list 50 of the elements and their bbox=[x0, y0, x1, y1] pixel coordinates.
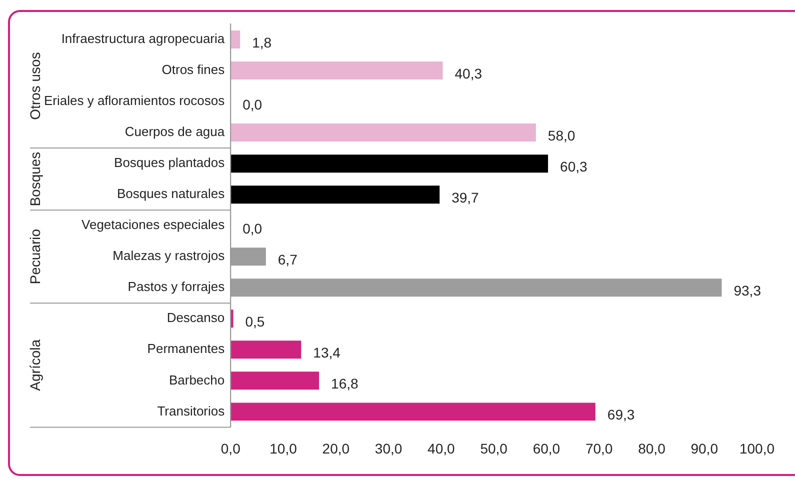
x-tick-label: 80,0 bbox=[638, 440, 666, 456]
text: Agrícola bbox=[26, 339, 43, 391]
x-tick-label: 90,0 bbox=[690, 440, 718, 456]
data-label: 0,5 bbox=[245, 314, 265, 330]
bar bbox=[230, 186, 440, 204]
y-tick-label: Descanso bbox=[166, 310, 225, 326]
bar bbox=[230, 310, 234, 328]
bar bbox=[230, 124, 536, 142]
data-label: 16,8 bbox=[331, 376, 359, 392]
bar bbox=[230, 154, 548, 173]
x-tick-label: 50,0 bbox=[480, 440, 508, 456]
data-label: 6,7 bbox=[278, 251, 298, 268]
y-tick-label: Eriales y afloramientos rocosos bbox=[44, 93, 226, 108]
x-tick-label: 20,0 bbox=[322, 440, 350, 456]
bar bbox=[230, 340, 302, 359]
y-tick-label: Barbecho bbox=[168, 372, 225, 388]
bar bbox=[230, 402, 596, 421]
y-tick-label: Bosques plantados bbox=[114, 155, 226, 170]
data-label: 1,8 bbox=[252, 34, 272, 50]
data-label: 40,3 bbox=[454, 65, 482, 82]
data-label: 60,3 bbox=[560, 158, 588, 174]
x-tick-label: 100,0 bbox=[739, 440, 775, 456]
y-tick-label: Transitorios bbox=[157, 403, 226, 418]
x-tick-label: 70,0 bbox=[585, 440, 613, 456]
data-label: 69,3 bbox=[607, 406, 635, 423]
text: Otros usos bbox=[26, 52, 43, 120]
data-label: 58,0 bbox=[548, 127, 576, 144]
y-tick-label: Cuerpos de agua bbox=[124, 124, 226, 140]
text: Pecuario bbox=[26, 228, 43, 284]
y-tick-label: Infraestructura agropecuaria bbox=[61, 31, 226, 46]
bar bbox=[230, 372, 320, 390]
text: Bosques bbox=[26, 152, 43, 206]
y-tick-label: Bosques naturales bbox=[116, 186, 226, 202]
x-tick-label: 40,0 bbox=[428, 440, 456, 456]
data-label: 0,0 bbox=[242, 220, 262, 236]
y-tick-label: Vegetaciones especiales bbox=[82, 217, 226, 232]
data-label: 0,0 bbox=[242, 96, 262, 112]
y-tick-label: Permanentes bbox=[147, 341, 226, 356]
y-tick-label: Otros fines bbox=[162, 62, 226, 78]
x-tick-label: 30,0 bbox=[374, 440, 402, 456]
y-tick-label: Pastos y forrajes bbox=[128, 279, 226, 294]
x-tick-label: 60,0 bbox=[532, 440, 560, 456]
data-label: 93,3 bbox=[734, 282, 762, 298]
bar bbox=[230, 62, 443, 80]
bar bbox=[230, 30, 240, 48]
x-tick-label: 10,0 bbox=[270, 440, 298, 456]
y-tick-label: Malezas y rastrojos bbox=[112, 248, 226, 264]
x-tick-label: 0,0 bbox=[220, 440, 241, 456]
data-label: 13,4 bbox=[313, 344, 341, 361]
data-label: 39,7 bbox=[452, 189, 480, 206]
